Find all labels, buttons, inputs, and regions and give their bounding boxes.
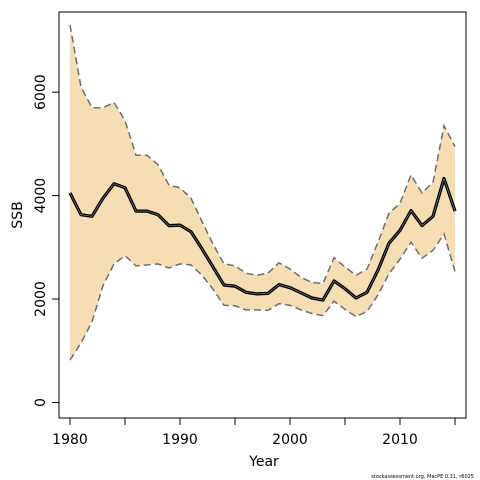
- x-tick-label: 1990: [162, 432, 198, 448]
- x-tick-label: 1980: [52, 432, 88, 448]
- credit-text: stockassessment.org, MacPE 0.31, r6025: [371, 474, 474, 480]
- x-tick-label: 2010: [382, 432, 418, 448]
- plot-frame: [58, 11, 467, 419]
- confidence-band: [70, 24, 455, 361]
- y-tick-label: 2000: [33, 281, 49, 317]
- lower-bound-line: [69, 232, 456, 361]
- x-tick-label: 2000: [272, 432, 308, 448]
- ssb-estimate-highlight: [69, 178, 456, 301]
- y-tick-label: 6000: [33, 74, 49, 110]
- y-tick-label: 4000: [33, 178, 49, 214]
- y-tick-label: 0: [33, 398, 49, 407]
- x-axis: 1980 1990 2000 2010: [52, 418, 456, 448]
- upper-bound-line: [69, 24, 456, 285]
- y-axis-label: SSB: [10, 201, 26, 228]
- x-axis-label: Year: [248, 454, 279, 470]
- y-axis: 0 2000 4000 6000: [33, 74, 59, 407]
